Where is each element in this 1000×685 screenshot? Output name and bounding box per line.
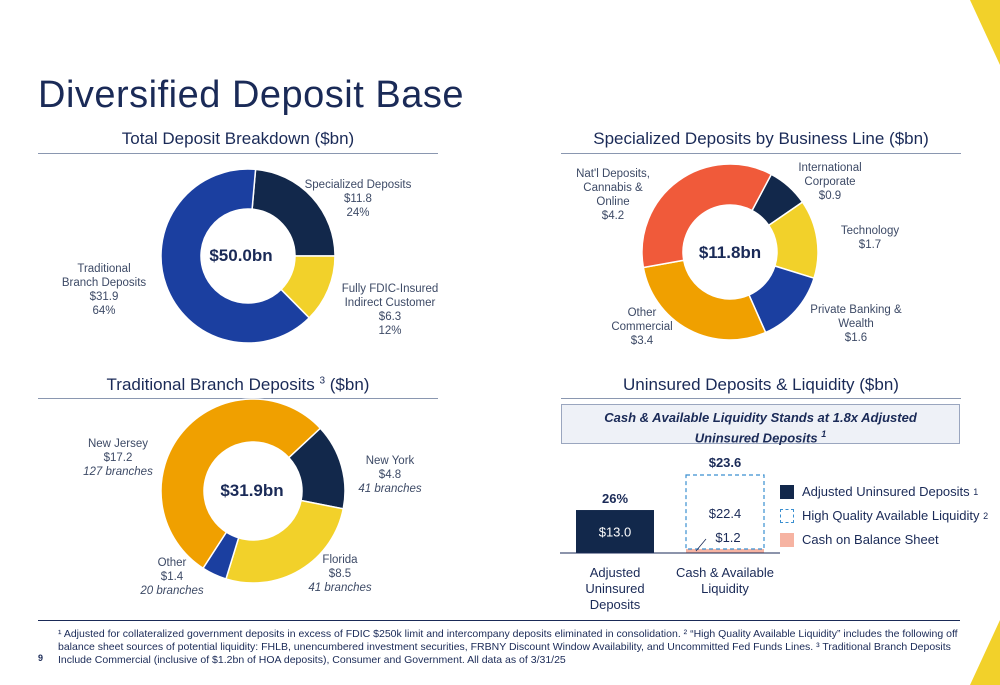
total-title-rule <box>38 153 438 154</box>
legend-swatch-dashed <box>780 508 794 523</box>
label-intl-corporate: International Corporate $0.9 <box>798 162 862 202</box>
bar-hq-liquidity <box>685 474 765 550</box>
legend-cash: Cash on Balance Sheet <box>780 532 988 547</box>
legend-swatch-salmon <box>780 532 794 547</box>
bar-value-cash: $1.2 <box>715 530 740 545</box>
bar-top-label-pct: 26% <box>602 491 628 506</box>
total-center-label: $50.0bn <box>209 246 273 265</box>
label-traditional-branch: Traditional Branch Deposits $31.9 64% <box>61 263 147 317</box>
footnote: ¹ Adjusted for collateralized government… <box>58 628 958 666</box>
label-fdic-insured: Fully FDIC-Insured Indirect Customer $6.3 1… <box>341 283 439 337</box>
label-specialized-deposits: Specialized Deposits $11.8 24% <box>304 179 412 219</box>
bar-total-label: $23.6 <box>709 455 742 470</box>
label-private-banking: Private Banking & Wealth $1.6 <box>810 304 902 344</box>
label-technology: Technology $1.7 <box>840 225 900 251</box>
specialized-title-rule <box>561 153 961 154</box>
bar-value-uninsured: $13.0 <box>599 525 632 540</box>
label-new-jersey: New Jersey $17.2 127 branches <box>83 438 153 478</box>
corner-accent-top <box>970 0 1000 65</box>
legend-hqla: High Quality Available Liquidity 2 <box>780 508 988 523</box>
page-number: 9 <box>38 653 44 663</box>
liquidity-callout: Cash & Available Liquidity Stands at 1.8… <box>561 404 960 445</box>
specialized-slice-other-commercial <box>642 259 767 341</box>
total-deposit-title: Total Deposit Breakdown ($bn) <box>121 129 355 148</box>
label-natl-deposits: Nat'l Deposits, Cannabis & Online $4.2 <box>576 168 650 222</box>
traditional-title-rule <box>38 398 438 399</box>
traditional-deposit-title: Traditional Branch Deposits 3 ($bn) <box>106 375 370 394</box>
label-florida: Florida $8.5 41 branches <box>308 554 372 594</box>
traditional-center-label: $31.9bn <box>220 481 284 500</box>
cash-leader-line <box>695 538 707 552</box>
specialized-slice-nat-l-deposits-cannabis-online <box>641 163 773 269</box>
specialized-center-label: $11.8bn <box>698 243 762 262</box>
specialized-deposit-title: Specialized Deposits by Business Line ($… <box>593 129 929 148</box>
total-slice-traditional-branch-deposits <box>160 168 311 344</box>
bar-category-uninsured: Adjusted Uninsured Deposits <box>585 565 645 612</box>
label-other-branches: Other $1.4 20 branches <box>140 557 204 597</box>
traditional-slice-florida <box>225 499 345 584</box>
liquidity-bar-chart: $13.0 26% $22.4 $1.2 $23.6 <box>560 455 780 554</box>
uninsured-title: Uninsured Deposits & Liquidity ($bn) <box>623 375 899 394</box>
bar-category-liquidity: Cash & Available Liquidity <box>675 565 775 596</box>
bar-value-hqla: $22.4 <box>709 506 742 521</box>
label-other-commercial: Other Commercial $3.4 <box>611 307 673 347</box>
footer-rule <box>38 620 960 621</box>
uninsured-title-rule <box>561 398 961 399</box>
bar-cash-on-balance-sheet <box>686 549 764 553</box>
corner-accent-bottom <box>970 620 1000 685</box>
page-title: Diversified Deposit Base <box>38 74 464 116</box>
traditional-slice-new-jersey <box>160 398 322 570</box>
legend-uninsured: Adjusted Uninsured Deposits 1 <box>780 484 988 499</box>
label-new-york: New York $4.8 41 branches <box>358 455 422 495</box>
bar-adjusted-uninsured <box>576 510 654 553</box>
legend-swatch-navy <box>780 484 794 499</box>
bar-legend: Adjusted Uninsured Deposits 1 High Quali… <box>780 484 988 547</box>
